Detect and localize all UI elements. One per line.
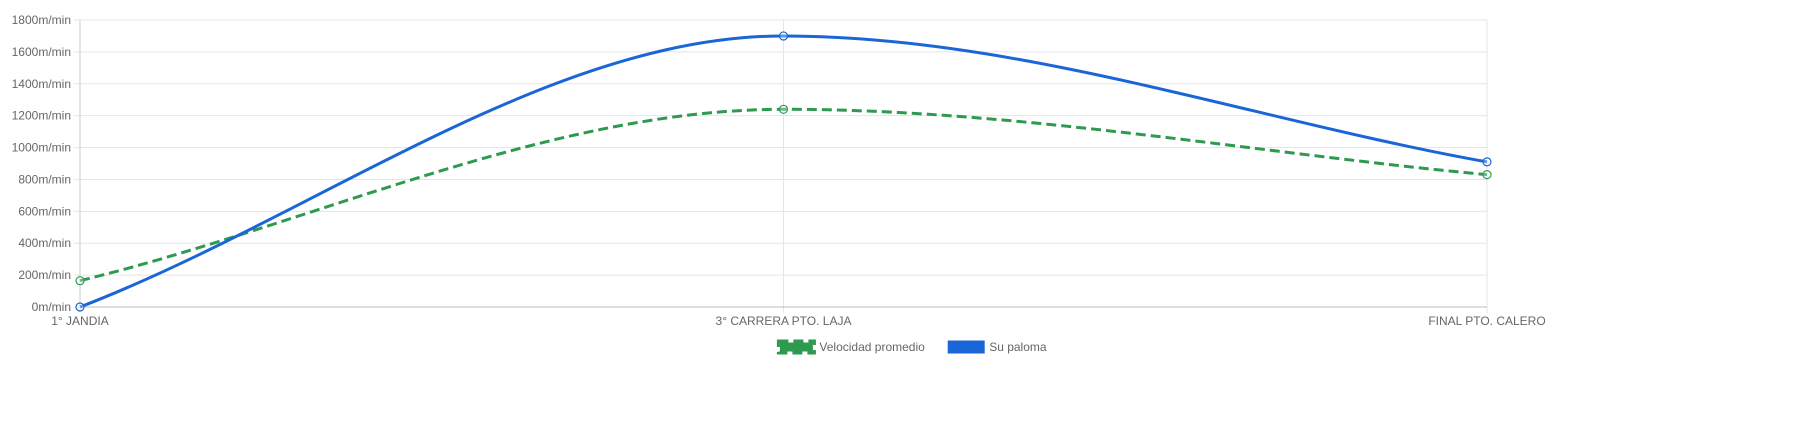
axes (79, 20, 1487, 308)
y-tick-label: 0m/min (32, 300, 71, 314)
legend-item-su-paloma[interactable]: Su paloma (947, 340, 1047, 354)
data-point-su-paloma[interactable] (1482, 157, 1492, 167)
y-tick-label: 1200m/min (12, 109, 71, 123)
y-axis-tick-labels: 0m/min 200m/min 400m/min 600m/min 800m/min 10… (12, 13, 71, 314)
data-point-su-paloma[interactable] (75, 302, 85, 312)
legend-swatch (776, 339, 816, 355)
series-line-velocidad-promedio (79, 107, 1488, 283)
x-tick-label: 3° CARRERA PTO. LAJA (716, 314, 852, 328)
legend-label: Velocidad promedio (819, 340, 925, 354)
y-tick-label: 1800m/min (12, 13, 71, 27)
y-tick-label: 400m/min (18, 236, 71, 250)
y-tick-label: 1000m/min (12, 141, 71, 155)
gridlines (74, 19, 1488, 313)
legend-label: Su paloma (989, 340, 1047, 354)
x-axis-tick-labels: 1° JANDIA 3° CARRERA PTO. LAJA FINAL PTO. … (51, 314, 1545, 328)
data-point-velocidad-promedio[interactable] (1482, 170, 1492, 180)
data-point-su-paloma[interactable] (778, 31, 789, 41)
legend[interactable]: Velocidad promedio Su paloma (776, 339, 1047, 355)
legend-item-velocidad-promedio[interactable]: Velocidad promedio (776, 339, 925, 355)
x-tick-label: 1° JANDIA (51, 314, 108, 328)
y-tick-label: 600m/min (18, 204, 71, 218)
data-point-velocidad-promedio[interactable] (778, 104, 789, 114)
series-lines (75, 31, 1492, 312)
legend-swatch (947, 340, 985, 354)
legend-swatch-fill (779, 342, 813, 352)
y-tick-label: 1400m/min (12, 77, 71, 91)
series-line-su-paloma (79, 34, 1488, 309)
y-tick-label: 800m/min (18, 172, 71, 186)
y-tick-label: 1600m/min (12, 45, 71, 59)
x-tick-label: FINAL PTO. CALERO (1428, 314, 1545, 328)
y-tick-label: 200m/min (18, 268, 71, 282)
data-point-velocidad-promedio[interactable] (75, 276, 85, 286)
